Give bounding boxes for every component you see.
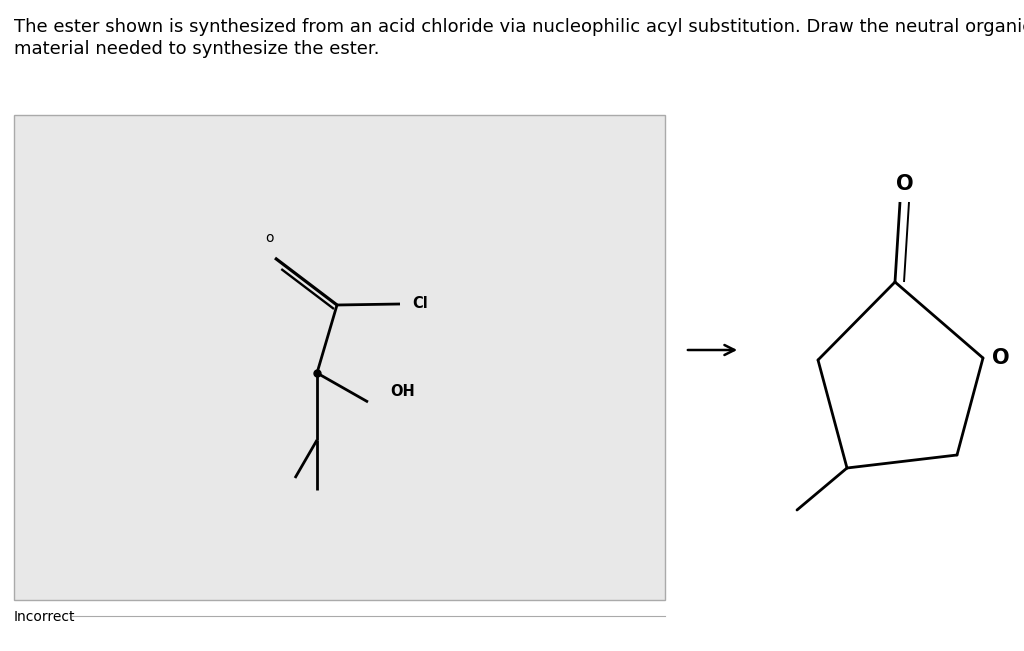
Text: Incorrect: Incorrect [14, 610, 76, 624]
Text: OH: OH [390, 383, 415, 398]
Text: material needed to synthesize the ester.: material needed to synthesize the ester. [14, 40, 380, 58]
Text: Cl: Cl [412, 296, 428, 311]
Bar [14, 115, 665, 600]
Text: O: O [992, 348, 1010, 368]
Text: The ester shown is synthesized from an acid chloride via nucleophilic acyl subst: The ester shown is synthesized from an a… [14, 18, 1024, 36]
Text: o: o [266, 231, 274, 245]
Text: O: O [896, 174, 913, 194]
